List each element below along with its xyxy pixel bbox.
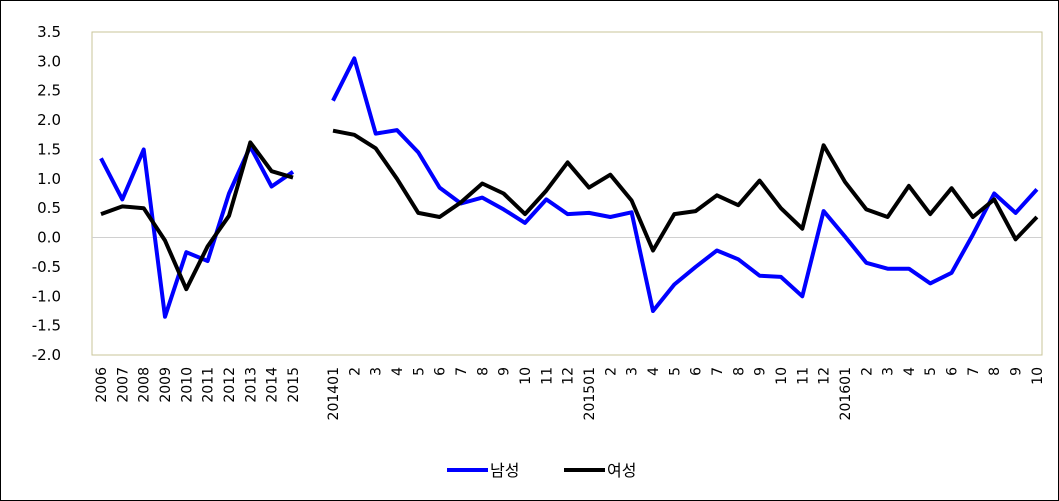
y-tick-label: -1.5: [32, 317, 61, 335]
series-line-female-segment-1: [332, 128, 1039, 253]
x-tick-label: 3: [881, 367, 897, 376]
y-tick-label: 3.0: [37, 52, 61, 70]
x-tick-label: 2008: [137, 367, 153, 403]
x-tick-label: 6: [689, 367, 705, 376]
x-tick-label: 12: [817, 367, 833, 385]
y-tick-label: 0.0: [37, 229, 61, 247]
x-tick-label: 2015: [286, 367, 302, 403]
legend-label-male: 남성: [490, 461, 519, 480]
x-tick-label: 11: [795, 367, 811, 385]
x-tick-label: 5: [411, 367, 427, 376]
x-tick-label: 9: [1009, 367, 1025, 376]
x-tick-label: 8: [731, 367, 747, 376]
x-tick-label: 3: [369, 367, 385, 376]
x-tick-label: 201601: [838, 367, 854, 420]
x-tick-label: 7: [710, 367, 726, 376]
x-tick-label: 7: [454, 367, 470, 376]
x-tick-label: 2014: [265, 367, 281, 403]
x-tick-label: 5: [923, 367, 939, 376]
x-tick-label: 10: [518, 367, 534, 385]
x-tick-label: 7: [966, 367, 982, 376]
y-tick-label: 0.5: [37, 199, 61, 217]
x-tick-label: 2007: [115, 367, 131, 403]
x-tick-label: 5: [667, 367, 683, 376]
x-tick-label: 9: [497, 367, 513, 376]
x-tick-label: 2013: [243, 367, 259, 403]
x-tick-label: 8: [987, 367, 1003, 376]
x-tick-label: 10: [1030, 367, 1046, 385]
x-axis: 2006 2007 2008 2009 2010 2011 2012 2013 2014 2015…: [94, 367, 1046, 421]
x-tick-label: 6: [433, 367, 449, 376]
x-tick-label: 2010: [179, 367, 195, 403]
series-line-female-segment-0: [100, 140, 294, 292]
x-tick-label: 201501: [582, 367, 598, 420]
y-axis: 3.5 3.0 2.5 2.0 1.5 1.0 0.5 0.0 -0.5 -1.0 -1.5 -2.0: [32, 23, 61, 364]
x-tick-label: 9: [753, 367, 769, 376]
plot-area: [91, 31, 1043, 356]
legend: 남성 여성: [447, 461, 636, 480]
x-tick-label: 201401: [326, 367, 342, 420]
series-line-male-segment-0: [99, 144, 295, 319]
x-tick-label: 11: [539, 367, 555, 385]
y-tick-label: -0.5: [32, 258, 61, 276]
x-tick-label: 10: [774, 367, 790, 385]
y-tick-label: 2.0: [37, 111, 61, 129]
x-tick-label: 2: [603, 367, 619, 376]
x-tick-label: 2009: [158, 367, 174, 403]
x-tick-label: 2: [859, 367, 875, 376]
x-tick-label: 12: [561, 367, 577, 385]
x-tick-label: 3: [625, 367, 641, 376]
y-tick-label: -1.0: [32, 287, 61, 305]
legend-label-female: 여성: [607, 461, 636, 480]
x-tick-label: 2006: [94, 367, 110, 403]
series-lines: [99, 56, 1039, 319]
x-tick-label: 6: [945, 367, 961, 376]
x-tick-label: 2: [347, 367, 363, 376]
y-tick-label: 1.5: [37, 140, 61, 158]
x-tick-label: 8: [475, 367, 491, 376]
y-tick-label: -2.0: [32, 346, 61, 364]
x-tick-label: 2012: [222, 367, 238, 403]
y-tick-label: 2.5: [37, 82, 61, 100]
series-line-male-segment-1: [331, 56, 1039, 313]
x-tick-label: 4: [390, 367, 406, 376]
x-tick-label: 2011: [201, 367, 217, 403]
x-tick-label: 4: [646, 367, 662, 376]
x-tick-label: 4: [902, 367, 918, 376]
y-tick-label: 3.5: [37, 23, 61, 41]
y-tick-label: 1.0: [37, 170, 61, 188]
